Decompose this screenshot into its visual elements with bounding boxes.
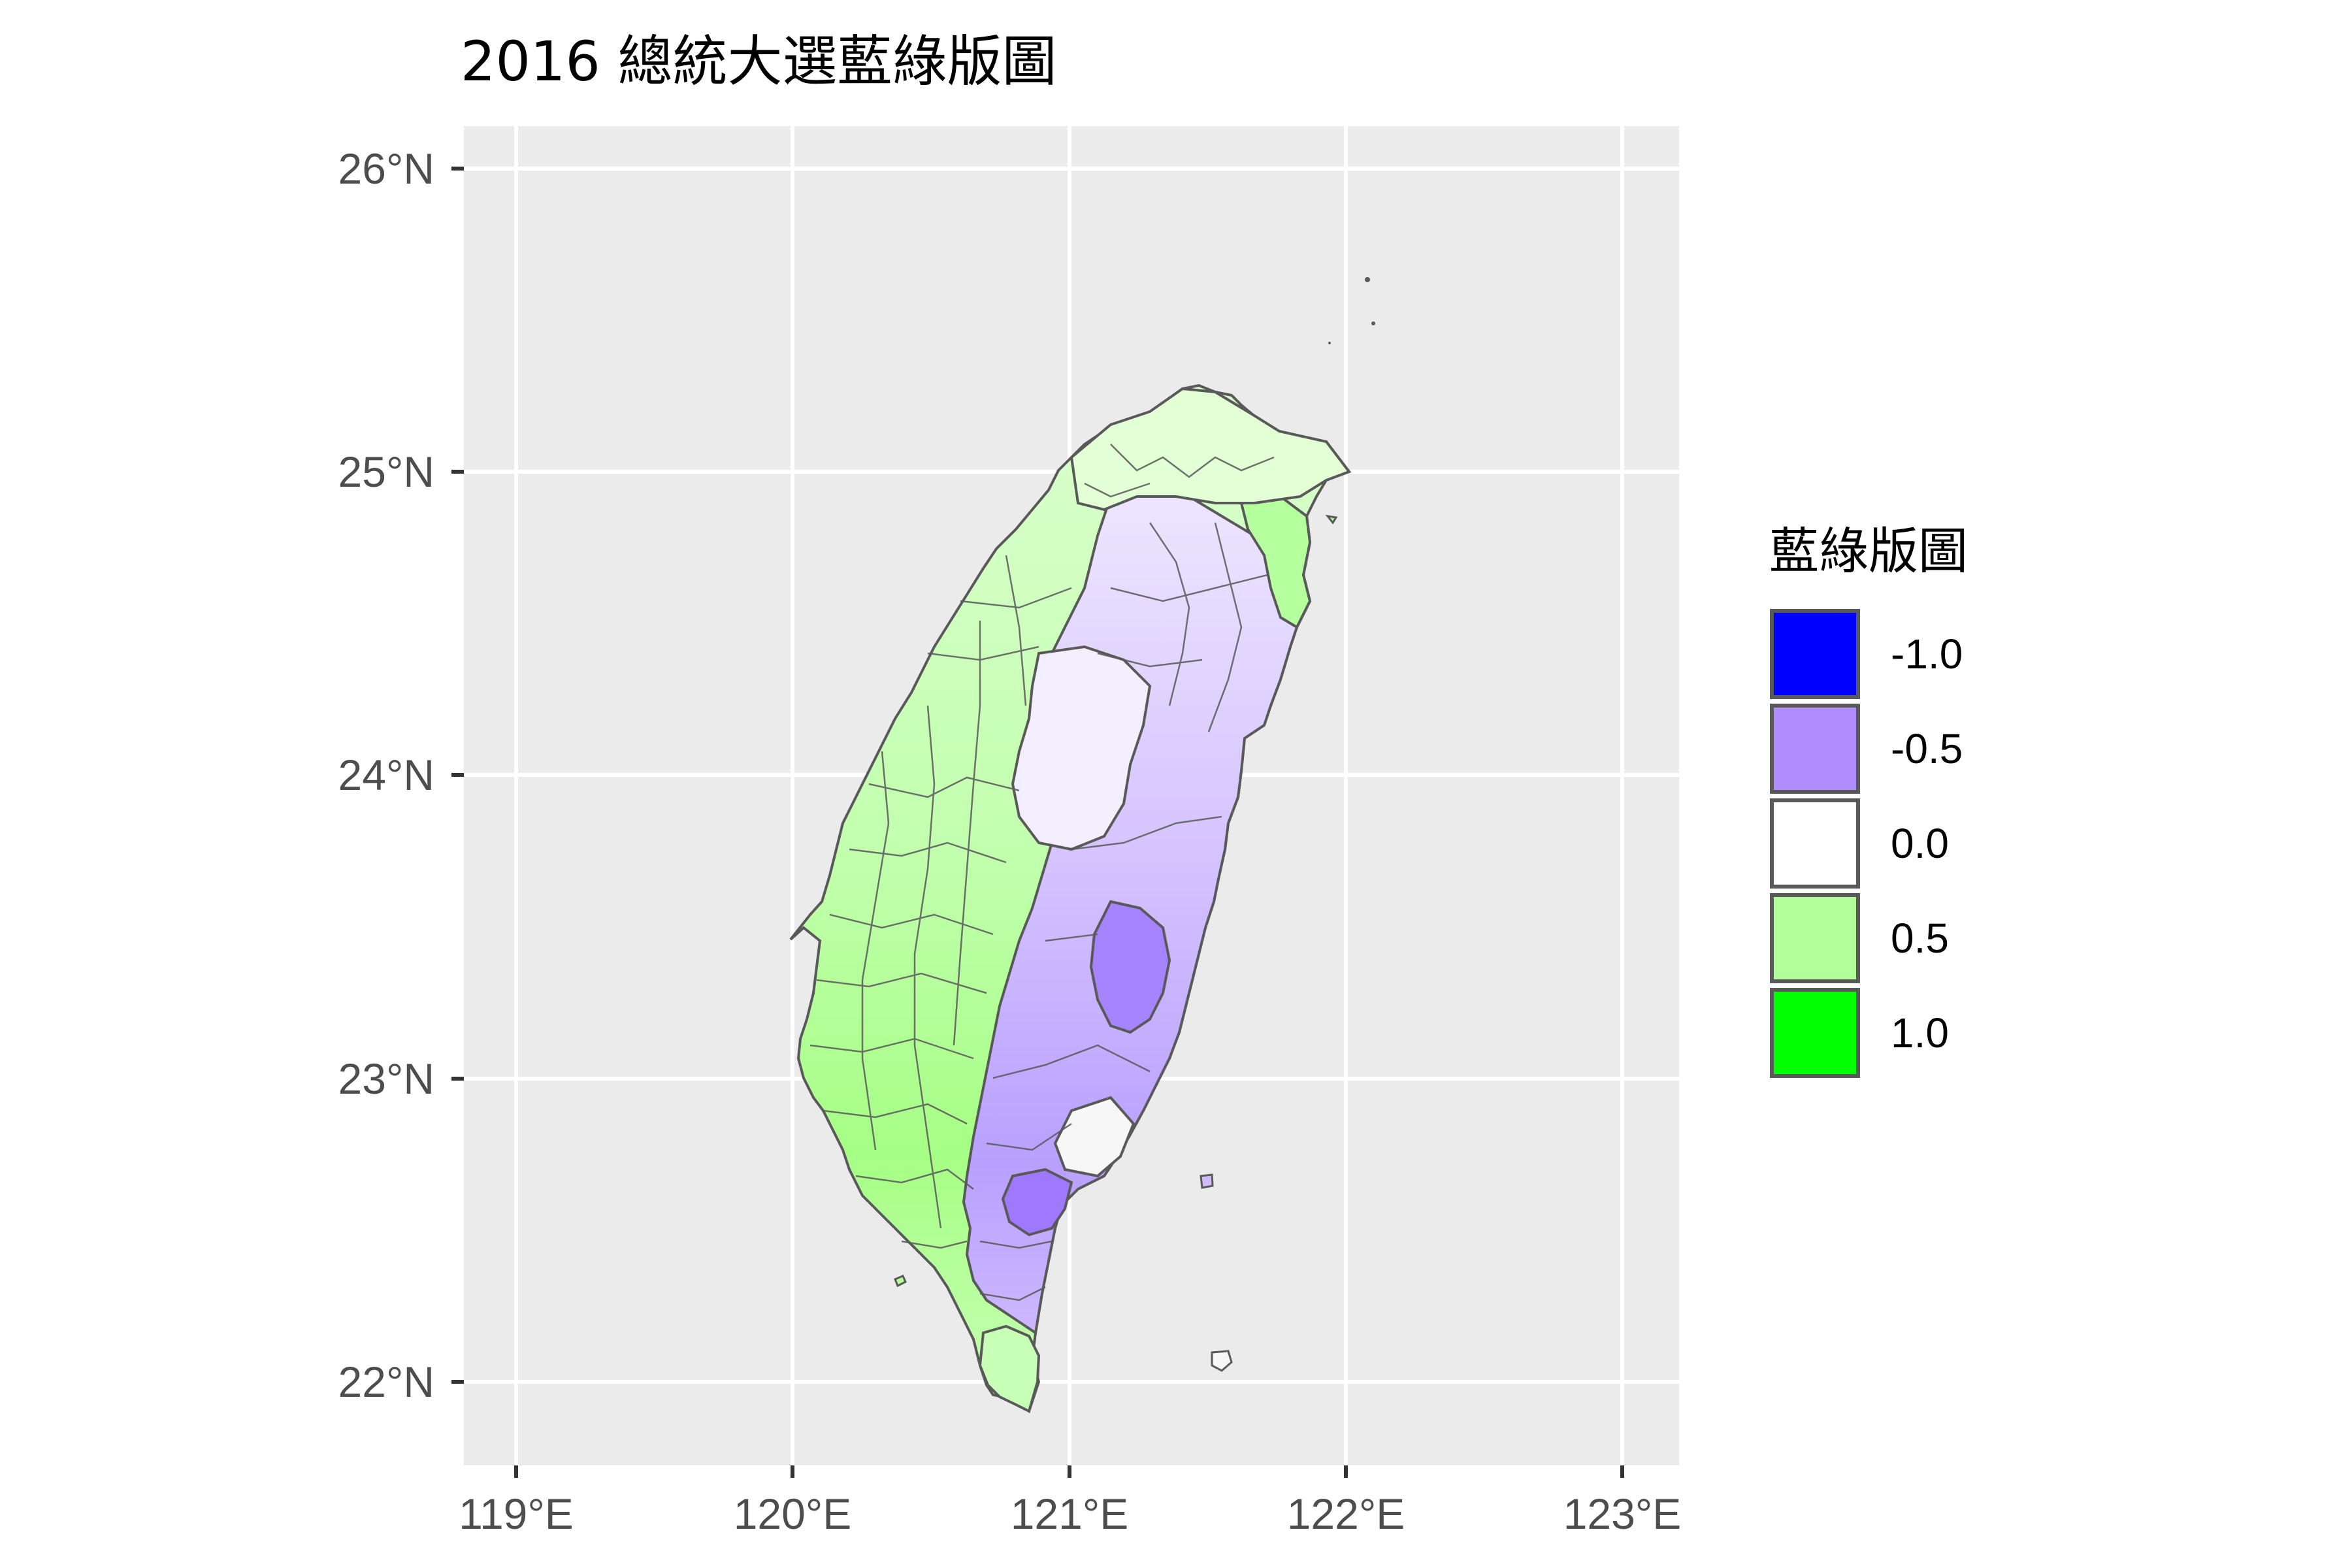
- island-ludao: [1200, 1173, 1214, 1189]
- offshore-islands: [894, 277, 1375, 1372]
- legend: 藍綠版圖 -1.0 -0.5 0.0 0.5 1.0: [1769, 522, 1968, 1078]
- legend-title: 藍綠版圖: [1769, 522, 1968, 580]
- legend-keys: -1.0 -0.5 0.0 0.5 1.0: [1770, 609, 1963, 1078]
- axis-ticks: [451, 167, 1624, 1478]
- y-tick-label: 24°N: [338, 751, 434, 799]
- legend-key-label: 1.0: [1891, 1009, 1949, 1056]
- x-tick-label: 119°E: [459, 1490, 574, 1538]
- y-tick-labels: 26°N 25°N 24°N 23°N 22°N: [338, 144, 434, 1406]
- legend-key-swatch: [1770, 893, 1860, 983]
- x-tick-label: 120°E: [734, 1490, 852, 1538]
- x-tick-label: 121°E: [1011, 1490, 1129, 1538]
- legend-key-label: 0.5: [1891, 915, 1949, 962]
- legend-key-label: -0.5: [1891, 725, 1963, 772]
- legend-key-swatch: [1770, 609, 1860, 699]
- x-tick-labels: 119°E 120°E 121°E 122°E 123°E: [459, 1490, 1681, 1538]
- island-north-1: [1365, 277, 1370, 282]
- y-tick-label: 23°N: [338, 1054, 434, 1103]
- central-neutral-region: [1011, 645, 1152, 851]
- southeast-neutral-region: [1053, 1096, 1135, 1178]
- y-tick-label: 26°N: [338, 144, 434, 193]
- island-liuqiu: [894, 1275, 907, 1288]
- southern-tip: [978, 1324, 1041, 1413]
- x-tick-label: 123°E: [1563, 1490, 1682, 1538]
- district-boundaries: [809, 444, 1275, 1301]
- y-tick-label: 22°N: [338, 1358, 434, 1406]
- central-mountain-district: [1089, 900, 1171, 1034]
- island-north-3: [1328, 342, 1331, 344]
- legend-key-swatch: [1770, 798, 1860, 889]
- north-dense-districts: [1070, 387, 1352, 512]
- taiwan-map: [789, 384, 1352, 1414]
- chart-title: 2016 總統大選藍綠版圖: [461, 29, 1056, 93]
- island-guishan: [1325, 514, 1338, 525]
- island-north-2: [1371, 321, 1375, 325]
- legend-key-label: 0.0: [1891, 820, 1949, 867]
- legend-key-swatch: [1770, 704, 1860, 794]
- x-tick-label: 122°E: [1287, 1490, 1405, 1538]
- island-lanyu: [1211, 1350, 1233, 1372]
- northeast-green-region: [1239, 495, 1312, 629]
- y-tick-label: 25°N: [338, 448, 434, 496]
- legend-key-label: -1.0: [1891, 630, 1963, 678]
- legend-key-swatch: [1770, 988, 1860, 1078]
- southern-mountain-district: [1001, 1168, 1073, 1237]
